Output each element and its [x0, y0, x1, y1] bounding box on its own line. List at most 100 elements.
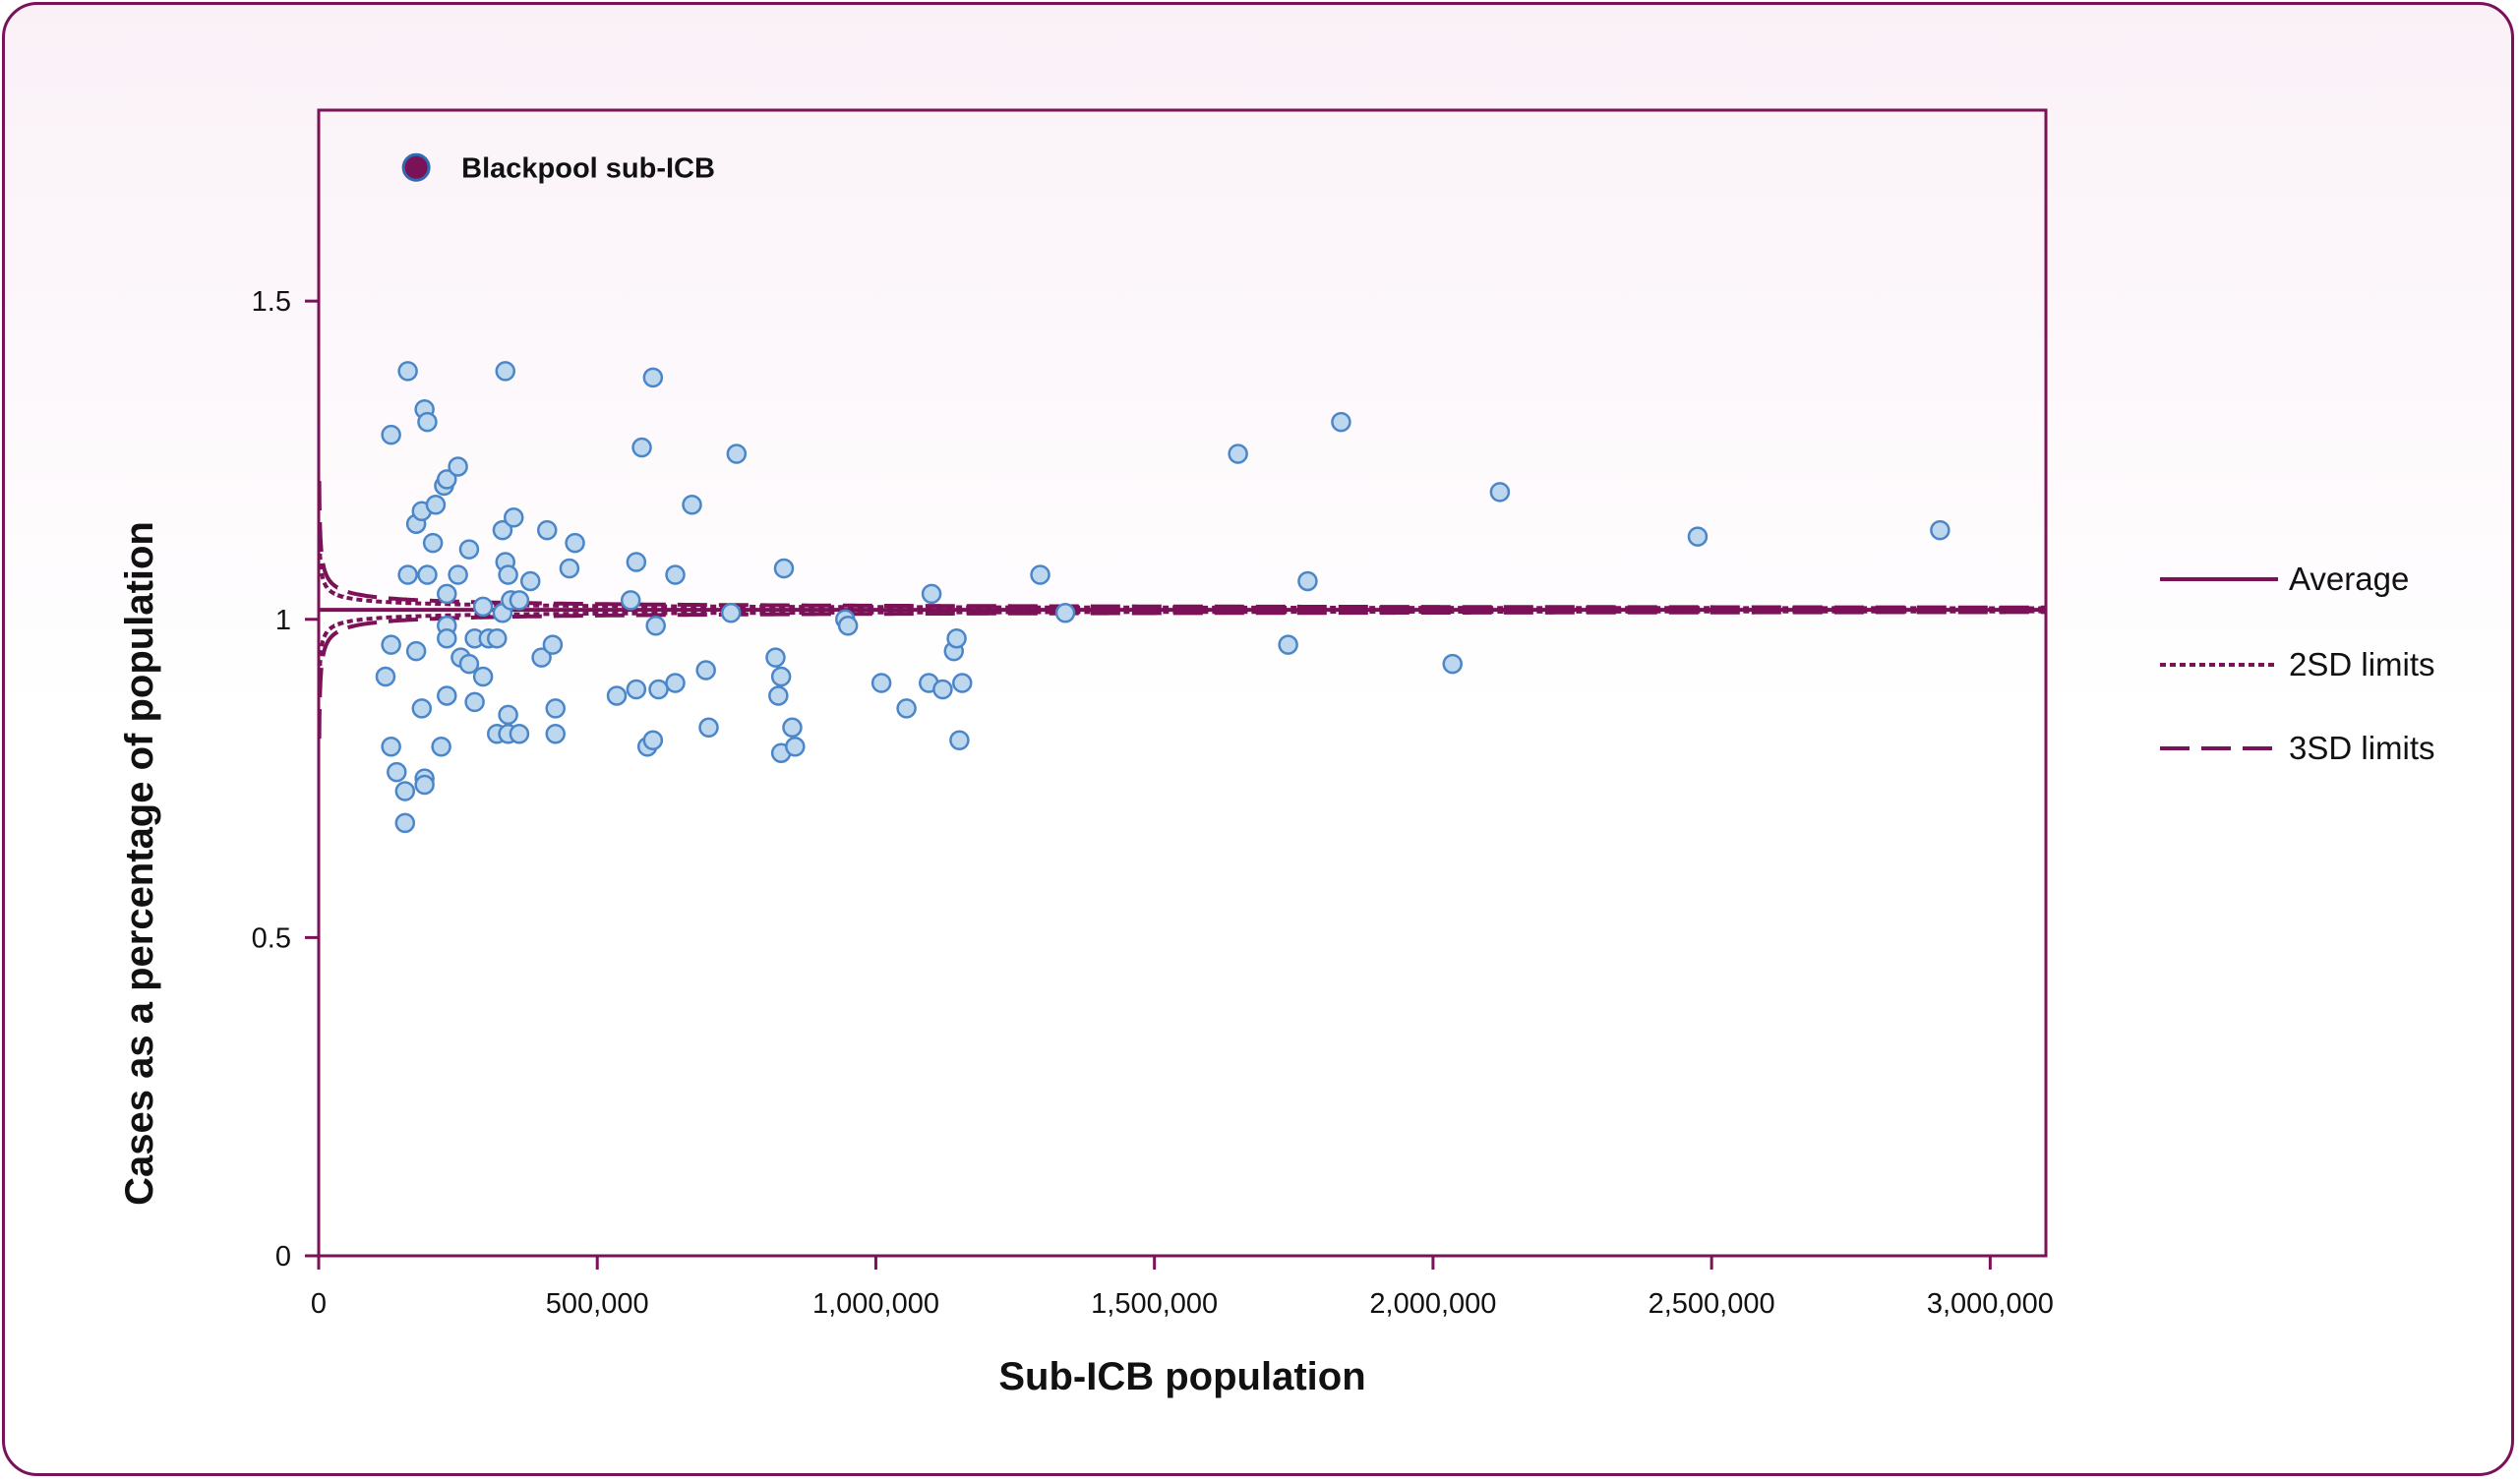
data-point: [870, 673, 892, 693]
data-point: [437, 627, 457, 649]
data-point: [397, 361, 418, 382]
y-tick-label: 0: [275, 1241, 291, 1273]
data-point: [631, 437, 652, 458]
data-point: [472, 666, 494, 687]
x-tick-label: 0: [311, 1288, 327, 1320]
data-point: [946, 627, 967, 649]
data-point: [626, 552, 647, 572]
x-tick-label: 2,000,000: [1369, 1288, 1496, 1320]
data-point: [387, 761, 407, 783]
data-point: [381, 736, 401, 757]
data-point: [545, 724, 566, 744]
data-point: [375, 666, 396, 687]
data-point: [837, 616, 859, 636]
y-tick-label: 1.5: [252, 286, 291, 318]
data-point: [648, 679, 669, 700]
data-point: [422, 532, 444, 554]
x-tick-label: 2,500,000: [1649, 1288, 1775, 1320]
lower-2sd-limit: [317, 609, 2046, 696]
data-point: [1489, 482, 1511, 503]
data-point: [498, 564, 518, 585]
data-point: [458, 539, 480, 560]
data-point: [1442, 653, 1463, 675]
data-point: [394, 781, 416, 801]
data-point: [782, 717, 803, 739]
highlight-marker: [401, 152, 431, 182]
funnel-plot: 0 500,000 1,000,000 1,500,000 2,000,000 2,500…: [118, 108, 2435, 1398]
data-point: [1278, 634, 1298, 655]
data-point: [785, 736, 806, 757]
data-point: [921, 583, 942, 605]
data-point: [1054, 603, 1076, 623]
data-point: [642, 367, 664, 388]
data-point: [1930, 519, 1950, 541]
legend: Average 2SD limits 3SD limits: [2160, 561, 2435, 766]
data-point: [695, 660, 716, 681]
funnel-lines: [317, 481, 2046, 740]
data-point: [545, 698, 566, 719]
data-point: [381, 634, 401, 655]
upper-3sd-limit: [317, 481, 2046, 610]
data-point: [720, 603, 742, 623]
data-point: [932, 679, 953, 700]
data-point: [509, 724, 530, 744]
data-point: [492, 519, 513, 541]
x-tick-label: 500,000: [546, 1288, 649, 1320]
y-tick-label: 1: [275, 605, 291, 636]
data-point: [437, 469, 457, 490]
data-point: [559, 558, 580, 579]
data-point: [448, 564, 468, 585]
data-point: [698, 717, 719, 739]
upper-2sd-limit: [317, 524, 2046, 611]
data-point: [1331, 411, 1351, 433]
data-point: [949, 730, 970, 750]
data-point: [531, 647, 552, 668]
data-point: [498, 704, 518, 726]
data-point: [458, 653, 480, 675]
data-point: [765, 647, 786, 668]
y-axis-title: Cases as a percentage of population: [118, 521, 161, 1206]
data-point: [414, 774, 435, 796]
data-point: [417, 564, 438, 585]
data-point: [726, 444, 748, 464]
data-point: [472, 596, 494, 618]
data-point: [464, 691, 485, 713]
data-point: [509, 590, 530, 611]
y-tick-label: 0.5: [252, 922, 291, 954]
data-point: [620, 590, 641, 611]
data-point: [626, 679, 647, 700]
x-tick-label: 1,000,000: [812, 1288, 939, 1320]
data-point: [411, 698, 433, 719]
data-point: [520, 570, 541, 592]
data-point: [381, 424, 401, 445]
data-point: [437, 685, 457, 706]
data-point: [536, 519, 558, 541]
x-axis-ticks: 0 500,000 1,000,000 1,500,000 2,000,000 2,500…: [311, 1256, 2054, 1320]
legend-3sd-label: 3SD limits: [2289, 730, 2435, 766]
plot-area: [317, 108, 2048, 1258]
legend-average-label: Average: [2289, 561, 2409, 597]
data-point: [606, 685, 628, 706]
data-point: [487, 627, 508, 649]
data-points: [375, 361, 1950, 834]
legend-2sd-label: 2SD limits: [2289, 646, 2435, 682]
data-point: [665, 673, 686, 693]
data-point: [495, 361, 516, 382]
x-tick-label: 3,000,000: [1927, 1288, 2054, 1320]
highlight-label: Blackpool sub-ICB: [461, 152, 715, 184]
x-axis-title: Sub-ICB population: [998, 1355, 1365, 1398]
data-point: [645, 616, 666, 636]
data-point: [1297, 570, 1318, 592]
data-point: [1687, 526, 1709, 547]
data-point: [431, 736, 451, 757]
data-point: [770, 666, 792, 687]
lower-3sd-limit: [317, 610, 2046, 740]
data-point: [417, 411, 438, 433]
data-point: [773, 558, 795, 579]
data-point: [448, 456, 468, 477]
data-point: [565, 532, 585, 554]
data-point: [952, 673, 973, 693]
data-point: [1030, 564, 1050, 585]
data-point: [768, 685, 789, 706]
